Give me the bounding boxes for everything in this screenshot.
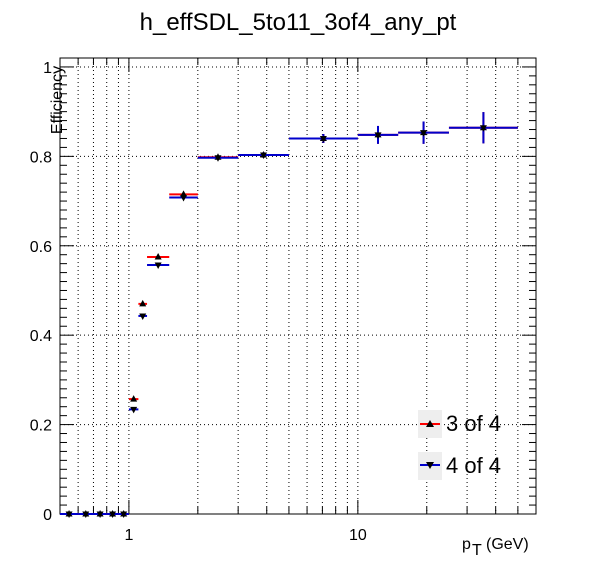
- legend-marker-3of4-icon: [426, 420, 434, 427]
- data-point: [260, 152, 268, 160]
- data-point: [82, 511, 90, 518]
- y-axis-label: Efficiency: [49, 66, 66, 134]
- legend-label-4of4: 4 of 4: [446, 453, 501, 478]
- data-point: [214, 155, 222, 162]
- data-point: [139, 299, 147, 307]
- x-tick-label: 10: [349, 527, 367, 544]
- data-point: [479, 125, 487, 132]
- data-point: [130, 406, 138, 414]
- y-tick-label: 0.2: [30, 418, 52, 435]
- y-tick-label: 0.8: [30, 149, 52, 166]
- series-4of4: [60, 112, 518, 518]
- plot-frame: [59, 57, 537, 515]
- x-tick-label: 1: [124, 527, 133, 544]
- x-axis-label: p T (GeV): [462, 536, 529, 559]
- data-point: [130, 395, 138, 402]
- legend-marker-4of4-icon: [426, 462, 434, 469]
- data-point: [420, 130, 428, 137]
- chart-title: h_effSDL_5to11_3of4_any_pt: [140, 9, 457, 36]
- y-tick-label: 0.4: [30, 328, 52, 345]
- data-point: [319, 135, 327, 143]
- data-point: [374, 132, 382, 139]
- tick-labels: 0 0.2 0.4 0.6 0.8 1 1 10: [30, 60, 367, 544]
- data-point: [154, 252, 162, 260]
- data-point: [139, 313, 147, 320]
- y-tick-label: 0.6: [30, 239, 52, 256]
- x-axis-label-main: p: [462, 536, 471, 553]
- y-tick-label: 1: [43, 60, 52, 77]
- data-point: [96, 511, 104, 518]
- legend: 3 of 4 4 of 4: [418, 410, 501, 480]
- data-point: [65, 511, 73, 518]
- x-axis-label-subscript: T: [472, 542, 482, 559]
- legend-label-3of4: 3 of 4: [446, 411, 501, 436]
- y-tick-label: 0: [43, 507, 52, 524]
- data-series: [60, 112, 518, 518]
- x-axis-label-unit: (GeV): [486, 536, 529, 553]
- data-point: [154, 262, 162, 269]
- data-point: [109, 511, 117, 518]
- axis-ticks: [59, 58, 537, 515]
- data-point: [180, 194, 188, 202]
- data-point: [120, 511, 128, 518]
